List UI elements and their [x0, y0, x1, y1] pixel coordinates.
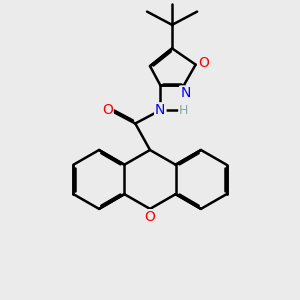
Text: N: N [155, 103, 166, 117]
Text: H: H [179, 104, 188, 117]
Text: O: O [145, 210, 155, 224]
Text: O: O [198, 56, 209, 70]
Text: N: N [180, 86, 190, 100]
Text: O: O [102, 103, 113, 117]
